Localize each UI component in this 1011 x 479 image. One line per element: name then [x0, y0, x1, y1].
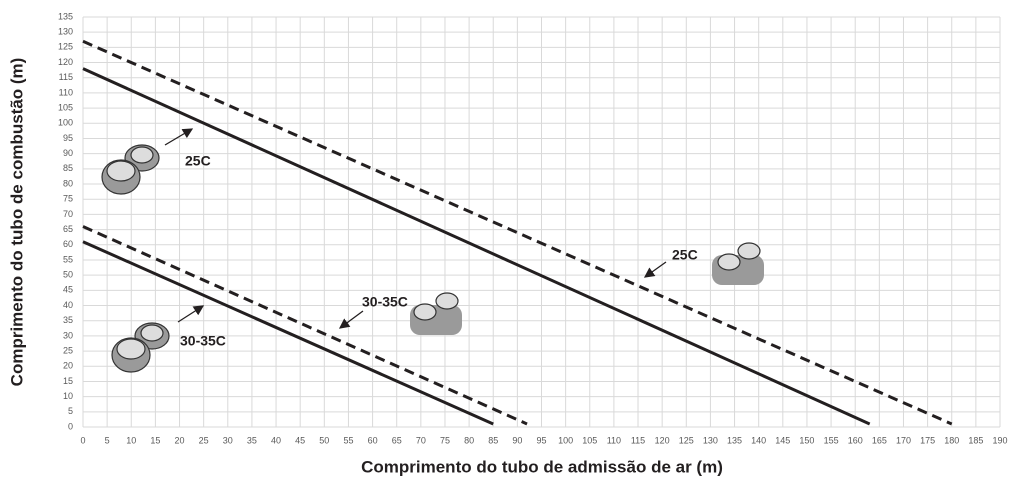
x-tick-label: 120 — [655, 435, 670, 445]
arrow — [177, 305, 205, 323]
x-tick-label: 20 — [175, 435, 185, 445]
x-tick-label: 90 — [512, 435, 522, 445]
x-tick-label: 35 — [247, 435, 257, 445]
annotation: 25C — [672, 247, 698, 263]
y-axis-label: Comprimento do tubo de combustão (m) — [7, 58, 26, 387]
x-tick-label: 70 — [416, 435, 426, 445]
y-tick-label: 75 — [63, 194, 73, 204]
x-tick-label: 140 — [751, 435, 766, 445]
x-tick-label: 40 — [271, 435, 281, 445]
y-tick-label: 135 — [58, 11, 73, 21]
series-line — [82, 225, 528, 426]
x-axis-label: Comprimento do tubo de admissão de ar (m… — [361, 457, 723, 476]
x-tick-label: 10 — [126, 435, 136, 445]
y-tick-label: 20 — [63, 361, 73, 371]
y-tick-label: 120 — [58, 57, 73, 67]
x-tick-label: 155 — [824, 435, 839, 445]
y-tick-label: 70 — [63, 209, 73, 219]
y-tick-label: 25 — [63, 345, 73, 355]
x-tick-label: 105 — [582, 435, 597, 445]
x-tick-label: 175 — [920, 435, 935, 445]
y-tick-label: 100 — [58, 118, 73, 128]
y-tick-label: 30 — [63, 330, 73, 340]
x-tick-label: 160 — [848, 435, 863, 445]
y-tick-label: 95 — [63, 133, 73, 143]
y-tick-label: 130 — [58, 27, 73, 37]
annotation: 30-35C — [362, 294, 408, 310]
series-line — [82, 39, 953, 426]
y-tick-label: 15 — [63, 376, 73, 386]
x-tick-label: 100 — [558, 435, 573, 445]
arrow — [338, 310, 364, 329]
icon — [101, 144, 764, 373]
x-tick-label: 25 — [199, 435, 209, 445]
y-tick-label: 50 — [63, 270, 73, 280]
x-tick-label: 85 — [488, 435, 498, 445]
y-tick-label: 10 — [63, 391, 73, 401]
x-tick-label: 180 — [944, 435, 959, 445]
y-tick-label: 65 — [63, 224, 73, 234]
arrows — [164, 128, 667, 329]
y-tick-label: 60 — [63, 239, 73, 249]
arrow — [643, 261, 667, 278]
x-tick-label: 185 — [968, 435, 983, 445]
grid — [82, 16, 1001, 428]
x-tick-label: 45 — [295, 435, 305, 445]
series-line — [82, 67, 871, 426]
y-tick-label: 110 — [59, 87, 73, 97]
x-tick-label: 30 — [223, 435, 233, 445]
y-tick-label: 105 — [58, 102, 73, 112]
x-tick-label: 150 — [799, 435, 814, 445]
x-tick-label: 110 — [607, 435, 621, 445]
x-tick-label: 65 — [392, 435, 402, 445]
y-tick-label: 85 — [63, 163, 73, 173]
arrow — [164, 128, 194, 146]
x-tick-label: 145 — [775, 435, 790, 445]
y-tick-label: 90 — [63, 148, 73, 158]
series-line — [82, 240, 494, 426]
x-tick-label: 75 — [440, 435, 450, 445]
y-tick-label: 40 — [63, 300, 73, 310]
y-tick-label: 45 — [63, 285, 73, 295]
x-tick-label: 5 — [105, 435, 110, 445]
y-tick-label: 0 — [68, 421, 73, 431]
x-tick-label: 95 — [536, 435, 546, 445]
y-tick-label: 125 — [58, 42, 73, 52]
x-tick-label: 15 — [150, 435, 160, 445]
y-tick-label: 5 — [68, 406, 73, 416]
x-tick-label: 125 — [679, 435, 694, 445]
annotation: 25C — [185, 153, 211, 169]
y-tick-label: 55 — [63, 254, 73, 264]
x-tick-label: 130 — [703, 435, 718, 445]
x-tick-label: 60 — [368, 435, 378, 445]
x-tick-label: 50 — [319, 435, 329, 445]
x-tick-label: 55 — [343, 435, 353, 445]
x-tick-label: 0 — [80, 435, 85, 445]
annotation: 30-35C — [180, 333, 226, 349]
x-tick-label: 190 — [992, 435, 1007, 445]
y-tick-label: 115 — [59, 72, 73, 82]
x-tick-label: 135 — [727, 435, 742, 445]
x-tick-label: 115 — [631, 435, 645, 445]
y-tick-label: 35 — [63, 315, 73, 325]
x-tick-label: 170 — [896, 435, 911, 445]
x-tick-label: 80 — [464, 435, 474, 445]
y-tick-label: 80 — [63, 178, 73, 188]
x-tick-label: 165 — [872, 435, 887, 445]
